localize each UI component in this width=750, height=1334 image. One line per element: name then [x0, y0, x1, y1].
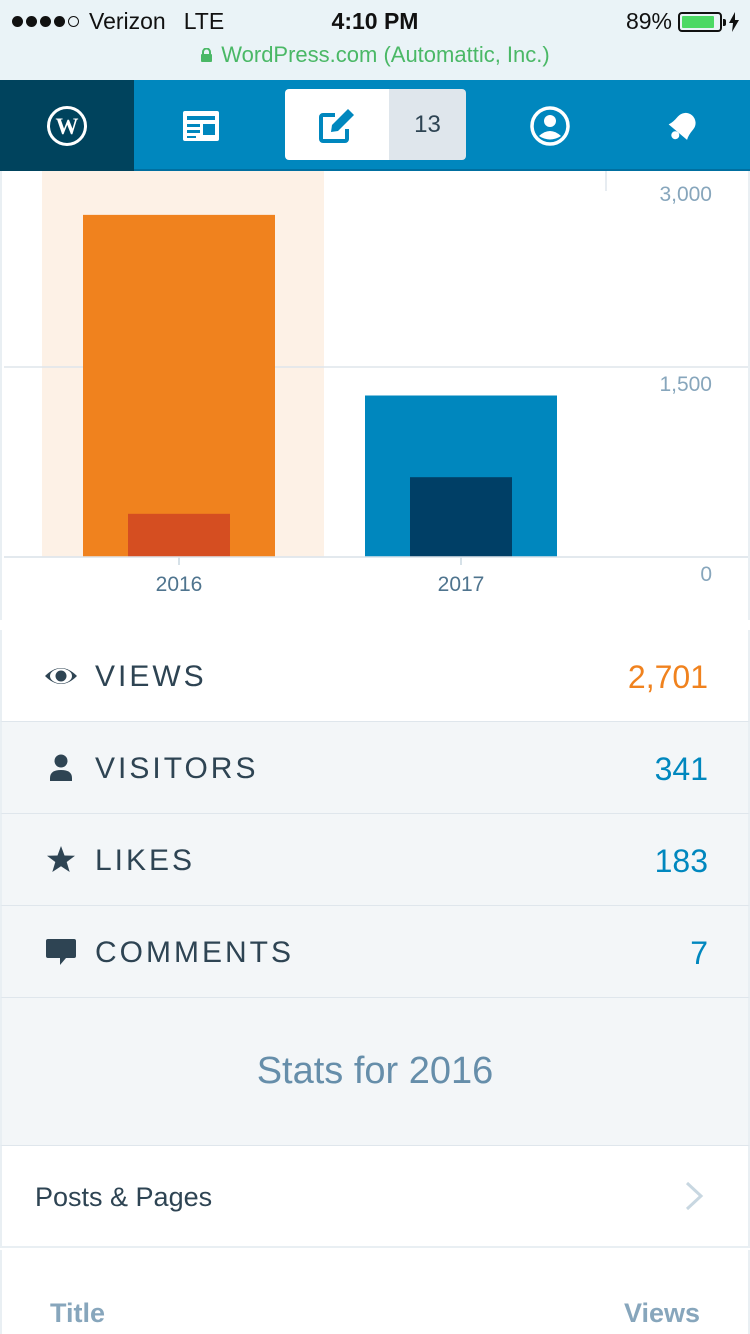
write-icon [319, 108, 354, 143]
stat-label: LIKES [95, 844, 196, 877]
y-tick-label: 1,500 [659, 373, 712, 396]
stats-summary-list: VIEWS 2,701 VISITORS 341 LIKES 183 COMME… [0, 630, 750, 998]
write-post-button[interactable] [285, 89, 389, 160]
stat-label: VIEWS [95, 660, 207, 693]
me-button[interactable] [484, 80, 616, 171]
eye-icon [45, 668, 77, 684]
x-tick-label: 2017 [438, 573, 485, 596]
lock-icon [201, 48, 213, 62]
me-icon [530, 105, 570, 146]
period-title: Stats for 2016 [0, 998, 750, 1146]
notifications-button[interactable] [616, 80, 750, 171]
battery-percent: 89% [625, 8, 672, 34]
chevron-right-icon [685, 1181, 704, 1211]
svg-text:W: W [56, 114, 79, 139]
visitors-bar-2017[interactable] [410, 477, 512, 557]
section-title: Posts & Pages [35, 1182, 213, 1212]
network-type: LTE [183, 8, 225, 34]
wordpress-logo-icon: W [47, 105, 87, 146]
y-tick-label: 0 [700, 563, 712, 586]
url-bar[interactable]: WordPress.com (Automattic, Inc.) [0, 42, 750, 68]
stat-row-comments[interactable]: COMMENTS 7 [0, 906, 750, 998]
posts-table-header: Title Views [0, 1250, 750, 1334]
comment-icon [46, 939, 76, 965]
stat-value: 2,701 [627, 659, 708, 695]
views-bar-2016[interactable] [83, 214, 275, 557]
url-text: WordPress.com (Automattic, Inc.) [221, 42, 550, 67]
battery-status: 89% [626, 8, 740, 35]
star-icon [47, 846, 75, 872]
notifications-icon [668, 112, 696, 140]
charging-bolt-icon [729, 11, 739, 32]
status-bar: Verizon LTE 4:10 PM 89% WordPress.com (A… [0, 0, 750, 80]
column-header-views: Views [623, 1298, 700, 1328]
stat-row-views[interactable]: VIEWS 2,701 [0, 630, 750, 722]
battery-icon [678, 11, 726, 32]
masterbar: W 13 [0, 80, 750, 171]
column-header-title: Title [50, 1298, 106, 1328]
my-sites-button[interactable]: W [0, 80, 134, 171]
stat-value: 7 [690, 935, 708, 971]
stat-label: VISITORS [95, 752, 259, 785]
stat-value: 341 [654, 751, 708, 787]
stats-chart: 0 1,500 3,000 2016 2017 [0, 171, 750, 620]
stat-value: 183 [654, 843, 708, 879]
stat-label: COMMENTS [95, 936, 294, 969]
chart-canvas: 0 1,500 3,000 2016 2017 [4, 171, 748, 596]
visitors-bar-2016[interactable] [128, 513, 230, 557]
stat-row-likes[interactable]: LIKES 183 [0, 814, 750, 906]
stat-row-visitors[interactable]: VISITORS 341 [0, 722, 750, 814]
reader-button[interactable] [134, 80, 268, 171]
reader-icon [183, 110, 219, 141]
battery-level [682, 15, 715, 28]
person-icon [50, 754, 72, 781]
carrier-name: Verizon [89, 8, 166, 34]
signal-strength-icon [12, 16, 79, 27]
x-tick-label: 2016 [156, 573, 203, 596]
clock: 4:10 PM [331, 8, 419, 34]
y-tick-label: 3,000 [659, 183, 712, 206]
drafts-count-button[interactable]: 13 [389, 89, 466, 160]
posts-pages-section-header[interactable]: Posts & Pages [0, 1146, 750, 1248]
signal-carrier: Verizon LTE [12, 8, 224, 35]
